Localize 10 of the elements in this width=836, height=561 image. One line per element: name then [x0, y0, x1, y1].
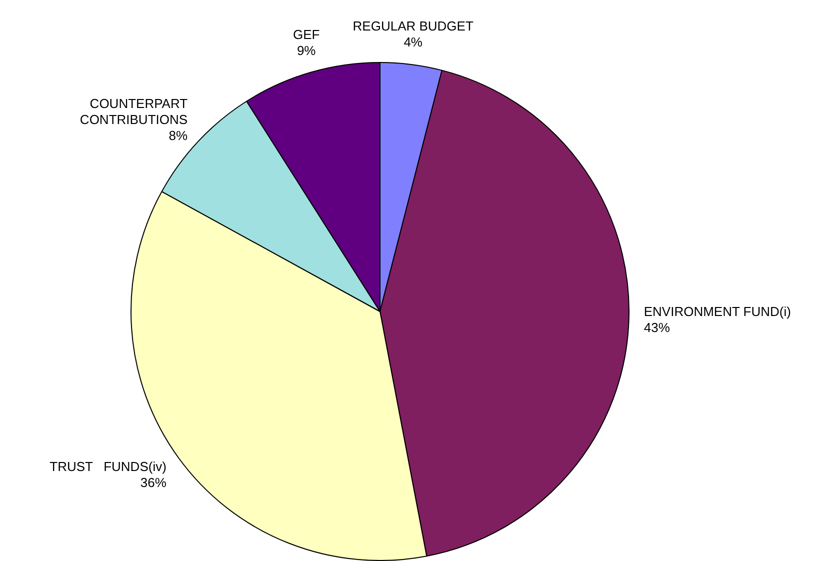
slice-label: ENVIRONMENT FUND(i)	[644, 304, 791, 319]
data-label: 8%	[168, 128, 188, 144]
slice-label: GEF	[292, 27, 320, 42]
data-label: 36%	[140, 475, 167, 490]
slice-label: COUNTERPART CONTRIBUTIONS	[80, 96, 188, 128]
slice-label: TRUST FUNDS(iv)	[50, 459, 166, 474]
slice-label: REGULAR BUDGET	[352, 18, 474, 34]
data-label: 43%	[644, 320, 670, 335]
data-label: 4%	[404, 34, 423, 50]
data-label: 9%	[296, 43, 316, 58]
